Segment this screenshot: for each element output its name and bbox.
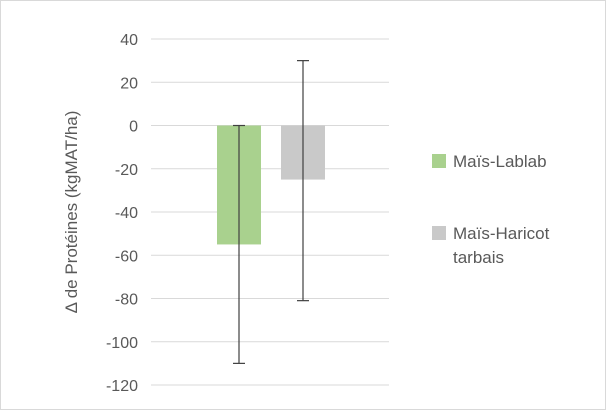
y-tick-label: -120 <box>106 378 138 395</box>
legend-swatch <box>432 154 446 168</box>
gridlines <box>151 38 389 386</box>
y-tick-label: 20 <box>120 75 138 92</box>
y-tick-label: -60 <box>115 248 138 265</box>
y-tick-label: -100 <box>106 335 138 352</box>
y-tick-label: -40 <box>115 205 138 222</box>
legend-item: Maïs-Haricot tarbais <box>432 224 550 267</box>
y-tick-label: 0 <box>129 119 138 136</box>
y-tick-label: -80 <box>115 292 138 309</box>
y-axis-title: Δ de Protéines (kgMAT/ha) <box>62 111 81 314</box>
y-tick-label: 40 <box>120 32 138 49</box>
legend-swatch <box>432 226 446 240</box>
legend-item: Maïs-Lablab <box>432 152 547 171</box>
legend-label: Maïs-Lablab <box>453 152 547 171</box>
error-bar <box>233 124 245 364</box>
y-tick-labels: 40 20 0 -20 -40 -60 -80 -100 -120 <box>106 32 138 395</box>
error-bars <box>233 60 309 364</box>
y-tick-label: -20 <box>115 162 138 179</box>
bars <box>217 125 325 245</box>
error-bar <box>297 60 309 302</box>
legend-label: Maïs-Haricot tarbais <box>453 224 550 267</box>
legend: Maïs-Lablab Maïs-Haricot tarbais <box>432 152 550 267</box>
